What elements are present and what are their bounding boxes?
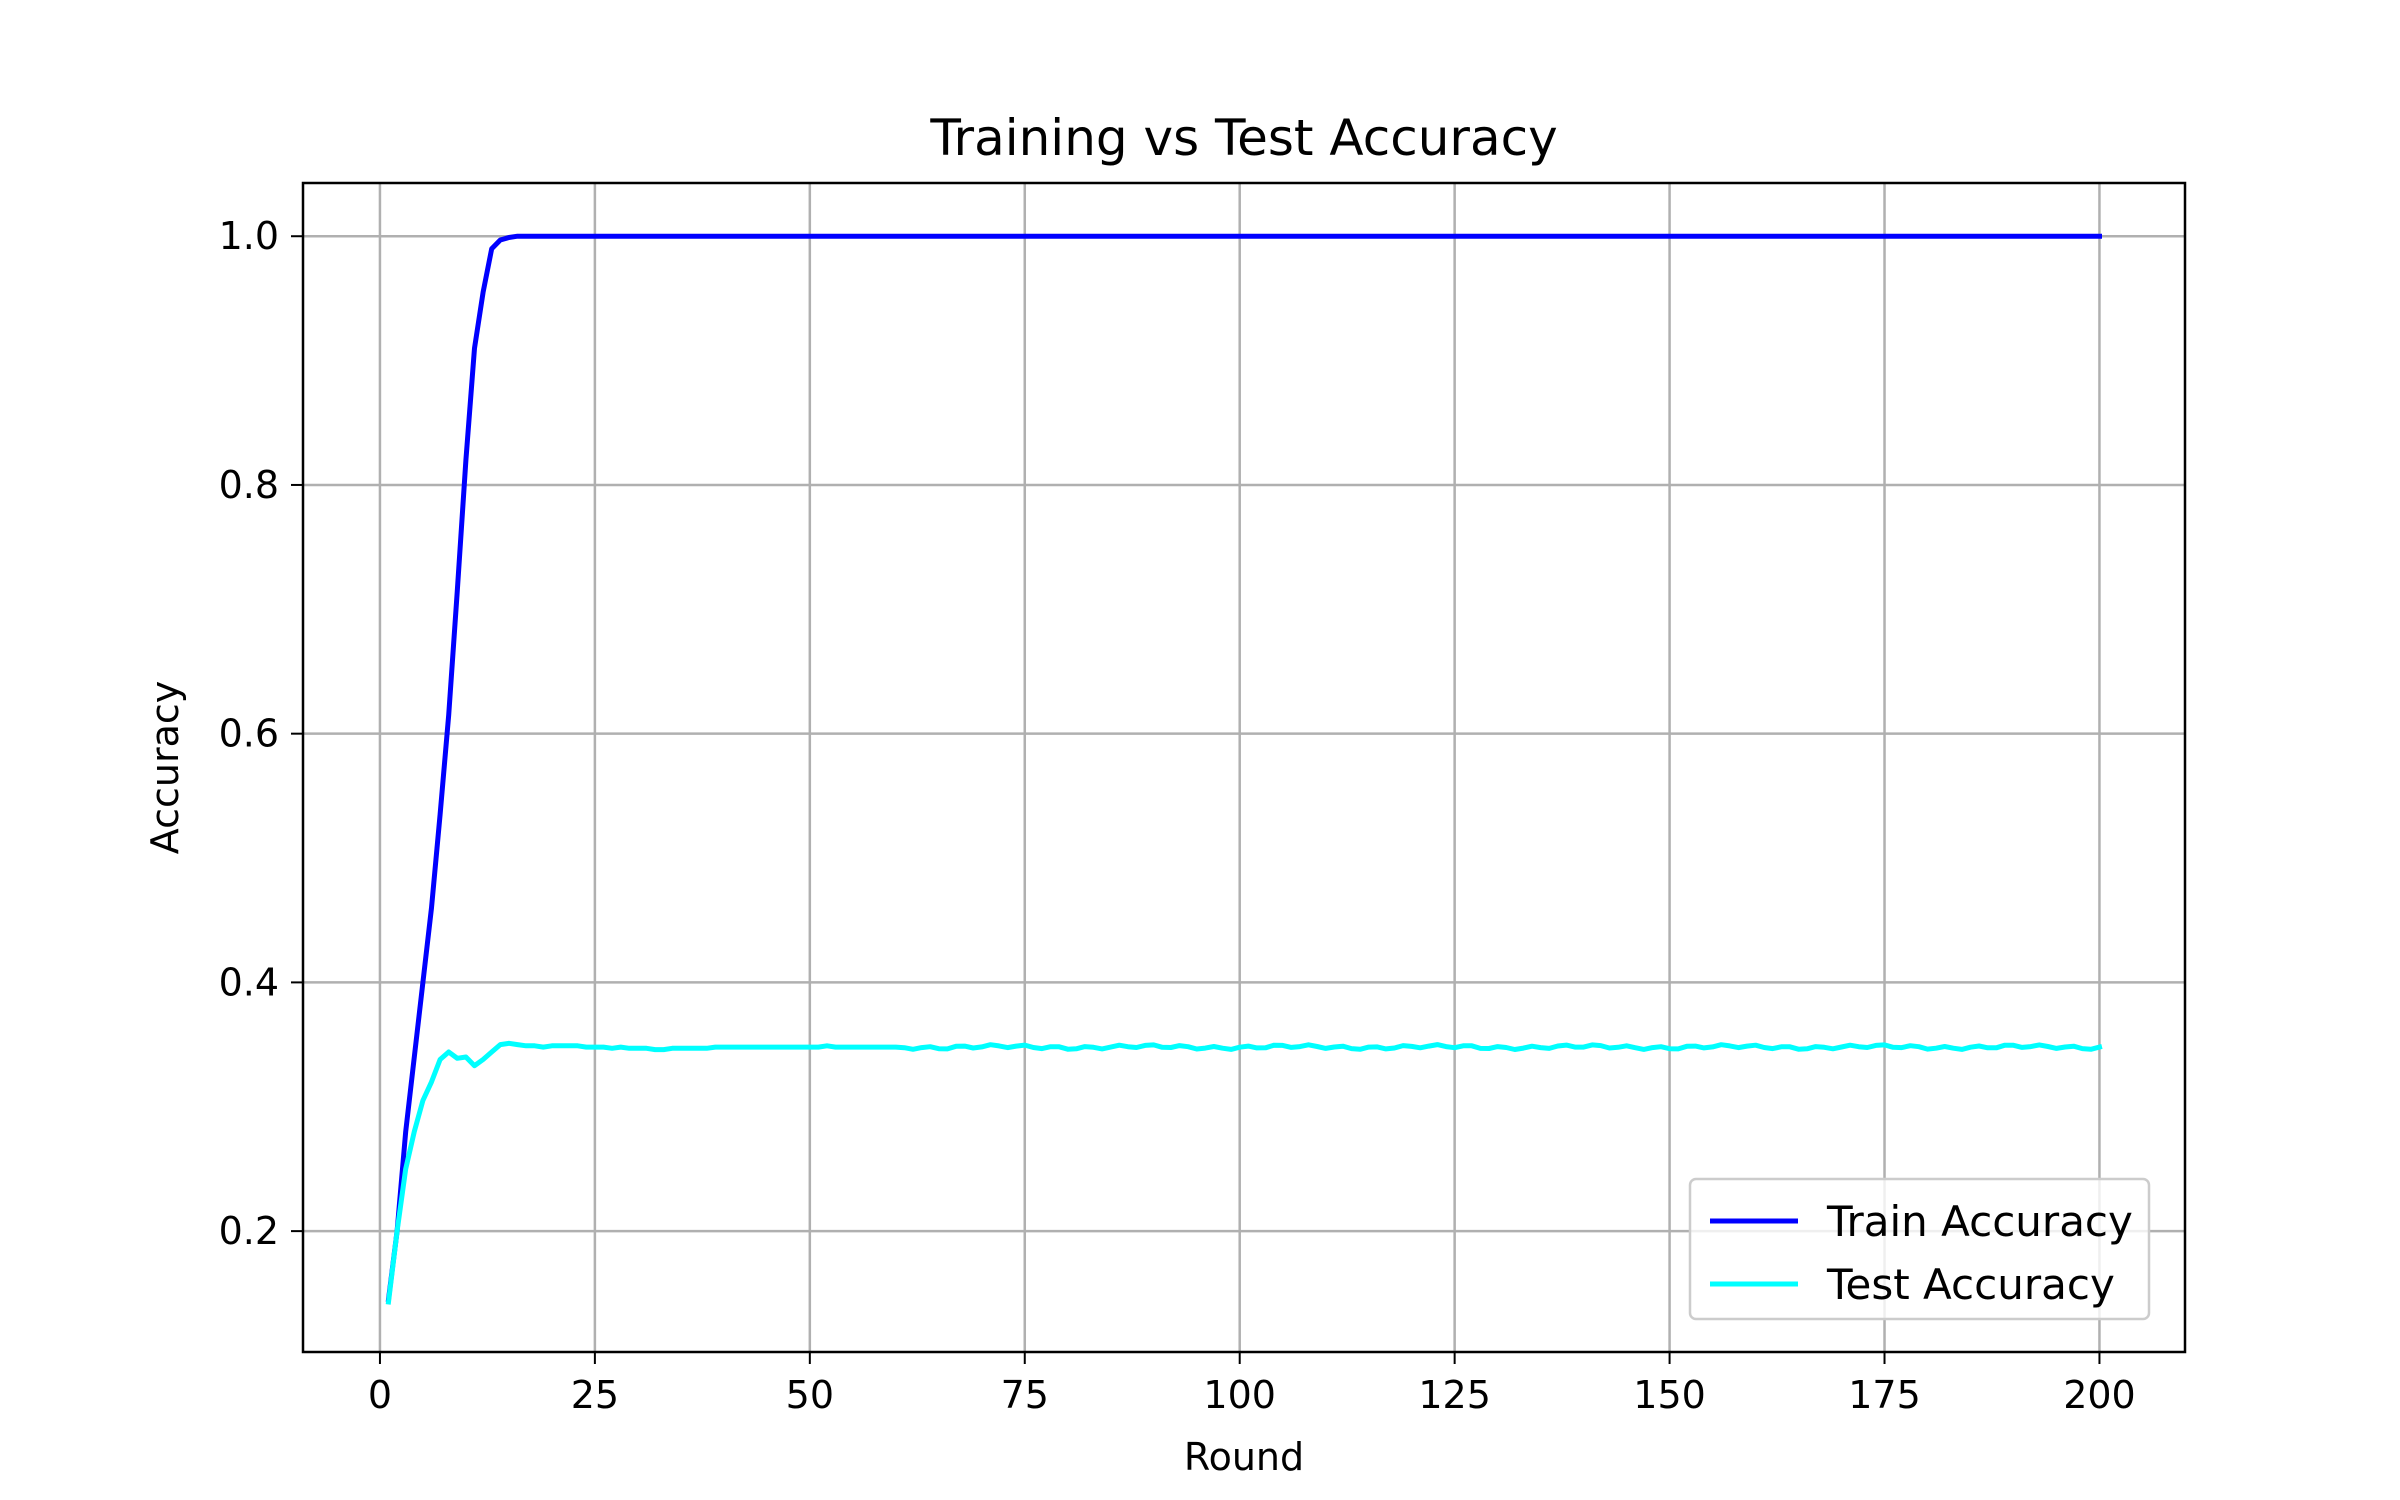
- legend-box: [1688, 1177, 2151, 1321]
- x-axis-title: Round: [1184, 1435, 1304, 1479]
- x-tick-label: 175: [1848, 1373, 1921, 1417]
- x-tick-label: 0: [368, 1373, 392, 1417]
- series-line-test-accuracy: [385, 1040, 2103, 1305]
- axis-ticks: 0 25 50 75 100 125 150 175 200 0.2 0.4 0.6 0.8 1.0: [219, 214, 2136, 1417]
- y-tick-label: 0.4: [219, 960, 279, 1004]
- x-tick-label: 50: [786, 1373, 834, 1417]
- series-line-train-accuracy: [385, 233, 2102, 1303]
- y-axis-title: Accuracy: [143, 681, 187, 855]
- y-tick-label: 0.6: [219, 712, 279, 756]
- chart-title: Training vs Test Accuracy: [929, 109, 1557, 167]
- legend-label: Test Accuracy: [1826, 1260, 2115, 1309]
- y-tick-label: 0.2: [219, 1209, 279, 1253]
- x-tick-label: 100: [1203, 1373, 1276, 1417]
- y-tick-label: 0.8: [219, 463, 279, 507]
- series-lines: [385, 233, 2103, 1305]
- plot-frame: [301, 181, 2187, 1354]
- x-tick-label: 200: [2063, 1373, 2136, 1417]
- x-tick-label: 75: [1001, 1373, 1049, 1417]
- x-tick-label: 25: [571, 1373, 619, 1417]
- legend-label: Train Accuracy: [1826, 1197, 2133, 1246]
- x-tick-label: 150: [1633, 1373, 1706, 1417]
- y-tick-label: 1.0: [219, 214, 279, 258]
- x-tick-label: 125: [1418, 1373, 1491, 1417]
- legend: Train Accuracy Test Accuracy: [1688, 1177, 2151, 1321]
